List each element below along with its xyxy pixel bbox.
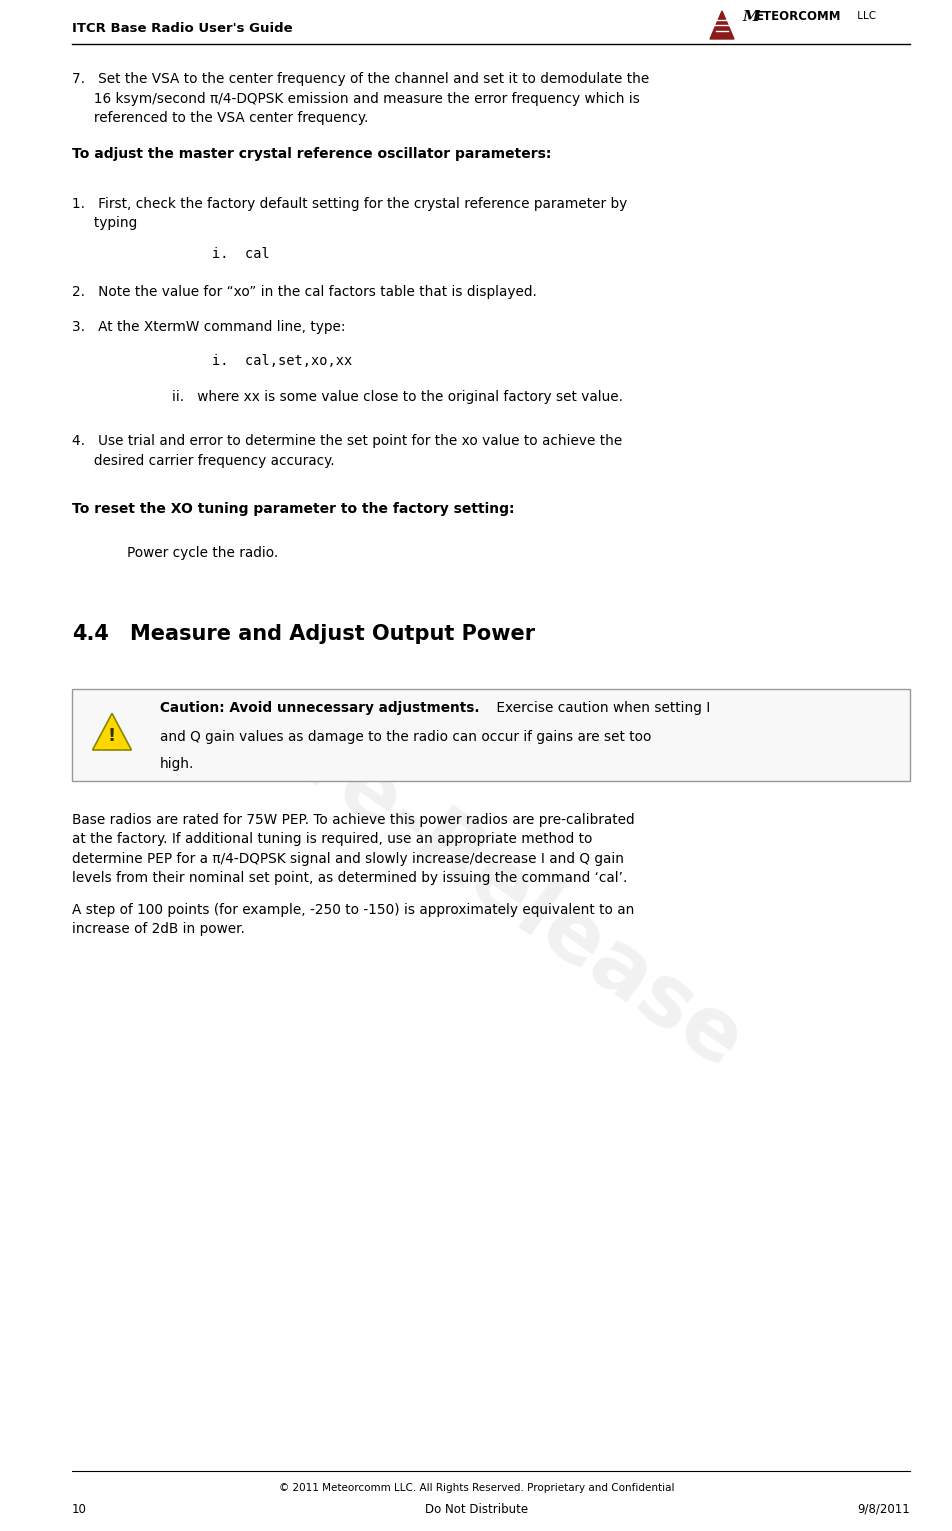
Text: Base radios are rated for 75W PEP. To achieve this power radios are pre-calibrat: Base radios are rated for 75W PEP. To ac… (72, 813, 634, 885)
Text: i.  cal: i. cal (211, 246, 269, 260)
FancyBboxPatch shape (72, 689, 909, 781)
Text: M: M (742, 11, 758, 24)
Text: Caution: Avoid unnecessary adjustments.: Caution: Avoid unnecessary adjustments. (160, 701, 479, 715)
Text: !: ! (108, 727, 116, 746)
Text: To reset the XO tuning parameter to the factory setting:: To reset the XO tuning parameter to the … (72, 502, 514, 516)
Text: ITCR Base Radio User's Guide: ITCR Base Radio User's Guide (72, 21, 292, 35)
Text: ETEORCOMM: ETEORCOMM (755, 11, 841, 23)
Text: and Q gain values as damage to the radio can occur if gains are set too: and Q gain values as damage to the radio… (160, 730, 650, 744)
Text: Power cycle the radio.: Power cycle the radio. (127, 547, 278, 560)
Text: © 2011 Meteorcomm LLC. All Rights Reserved. Proprietary and Confidential: © 2011 Meteorcomm LLC. All Rights Reserv… (278, 1484, 674, 1493)
Text: ii.   where xx is some value close to the original factory set value.: ii. where xx is some value close to the … (171, 390, 623, 404)
Text: To adjust the master crystal reference oscillator parameters:: To adjust the master crystal reference o… (72, 147, 551, 161)
Text: Exercise caution when setting I: Exercise caution when setting I (491, 701, 709, 715)
Text: high.: high. (160, 756, 194, 772)
Text: 2.   Note the value for “xo” in the cal factors table that is displayed.: 2. Note the value for “xo” in the cal fa… (72, 285, 536, 299)
Text: 1.   First, check the factory default setting for the crystal reference paramete: 1. First, check the factory default sett… (72, 197, 626, 231)
Polygon shape (92, 713, 131, 750)
Text: 7.   Set the VSA to the center frequency of the channel and set it to demodulate: 7. Set the VSA to the center frequency o… (72, 72, 648, 126)
Text: 9/8/2011: 9/8/2011 (857, 1503, 909, 1516)
Text: 4.4: 4.4 (72, 625, 109, 645)
Text: 3.   At the XtermW command line, type:: 3. At the XtermW command line, type: (72, 320, 346, 334)
Text: Pre-Release: Pre-Release (234, 687, 756, 1089)
Text: i.  cal,set,xo,xx: i. cal,set,xo,xx (211, 354, 352, 367)
Text: 10: 10 (72, 1503, 87, 1516)
Text: 4.   Use trial and error to determine the set point for the xo value to achieve : 4. Use trial and error to determine the … (72, 433, 622, 467)
Text: Do Not Distribute: Do Not Distribute (425, 1503, 527, 1516)
Text: A step of 100 points (for example, -250 to -150) is approximately equivalent to : A step of 100 points (for example, -250 … (72, 903, 634, 937)
Text: Measure and Adjust Output Power: Measure and Adjust Output Power (129, 625, 535, 645)
Text: LLC: LLC (853, 11, 875, 21)
Polygon shape (709, 11, 733, 38)
